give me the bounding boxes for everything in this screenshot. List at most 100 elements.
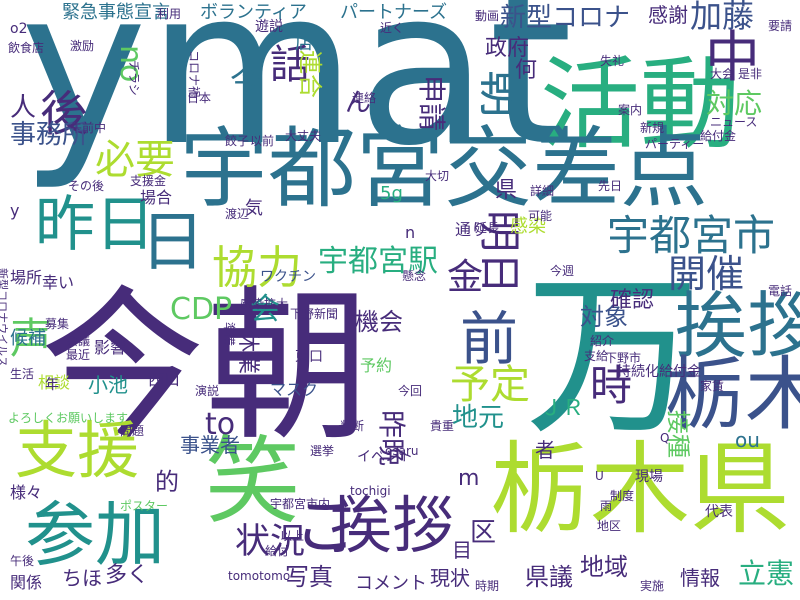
- word: 懸念: [402, 269, 427, 283]
- word: 区: [470, 518, 497, 548]
- word: よろしくお願いします: [8, 411, 129, 425]
- word: 以前: [250, 134, 275, 148]
- word: 宇都宮交差点: [180, 117, 709, 220]
- word: 詳細: [530, 184, 555, 198]
- word: 対応: [706, 87, 763, 120]
- word: 相談: [38, 373, 71, 392]
- word: 予約: [360, 356, 393, 375]
- word: 渡辺: [225, 207, 250, 221]
- word: 協力: [212, 241, 303, 294]
- word: 宇都宮市: [607, 211, 776, 260]
- word: tochigi: [350, 484, 391, 498]
- word: n: [405, 223, 416, 242]
- word: 選挙: [310, 444, 335, 458]
- word: 案内: [618, 103, 643, 117]
- word: osaru: [385, 444, 419, 458]
- word: 連絡: [352, 91, 377, 105]
- word: 笑: [205, 427, 301, 537]
- word: 電話: [768, 284, 793, 298]
- word: 何: [515, 58, 538, 83]
- word: 会議: [66, 334, 91, 348]
- word: 機会: [355, 308, 403, 336]
- word: 東口: [295, 349, 323, 365]
- word: 休業: [235, 330, 260, 375]
- word: 募集: [45, 317, 70, 331]
- word: 県議: [525, 563, 573, 591]
- word: 場所: [10, 268, 43, 287]
- word: 以上: [280, 529, 305, 543]
- word: 可能: [528, 209, 553, 223]
- word: 支援: [15, 414, 140, 487]
- word: 貴重: [430, 419, 455, 433]
- word: ボランティア: [200, 2, 307, 23]
- word: 対象: [580, 303, 628, 331]
- word: 下野市: [605, 351, 642, 365]
- word: 加藤: [690, 0, 755, 35]
- word: y: [10, 201, 20, 220]
- word: 人: [10, 93, 37, 123]
- word: 目: [452, 538, 472, 562]
- word: 現場: [635, 469, 663, 485]
- word: 要請: [768, 19, 793, 33]
- word: 問題: [120, 424, 145, 438]
- word: 連合: [296, 50, 324, 98]
- word: 事務所: [10, 120, 89, 150]
- word: 候補: [10, 328, 46, 349]
- word: 午前中: [70, 121, 107, 135]
- word: ou: [735, 428, 760, 452]
- word: 宇都宮駅: [318, 244, 438, 279]
- word: 挨拶: [330, 489, 455, 562]
- word: 雨: [600, 499, 613, 513]
- word: ちほ: [62, 566, 102, 590]
- word: ポスター: [120, 499, 169, 513]
- word: 的: [155, 468, 179, 496]
- word: 前: [460, 305, 519, 373]
- word: Q: [660, 431, 670, 445]
- word: 利用: [157, 7, 182, 21]
- word: 開催: [668, 252, 745, 296]
- word: 家賃: [700, 379, 725, 393]
- word: 時期: [475, 579, 500, 593]
- word: 今回: [398, 384, 423, 398]
- word: 多く: [105, 563, 150, 588]
- word: 通り: [455, 220, 488, 239]
- word: U: [595, 469, 604, 483]
- word: 制度: [610, 489, 635, 503]
- word: 紹介: [590, 334, 615, 348]
- word: 予定: [450, 362, 530, 408]
- word: チラシ: [127, 60, 141, 96]
- word: 参加: [25, 494, 165, 576]
- word: 先日: [598, 179, 623, 193]
- word: 幸い: [42, 273, 75, 292]
- word: 関係: [10, 573, 43, 592]
- word: o2: [10, 21, 28, 37]
- word: 実施: [640, 579, 665, 593]
- word: 生活: [10, 367, 35, 381]
- word: 者: [535, 438, 555, 462]
- word: 下野新聞: [290, 307, 339, 321]
- word: 日: [140, 205, 206, 280]
- word: コロナ禍: [187, 50, 201, 99]
- word: 新規: [640, 121, 665, 135]
- word: 午後: [10, 554, 35, 568]
- word: 時: [590, 361, 633, 410]
- word: パートナーズ: [340, 2, 448, 23]
- word: コメント: [355, 573, 427, 594]
- word: 日本: [187, 91, 212, 105]
- word: 地域: [580, 553, 628, 581]
- word: 立憲: [738, 557, 795, 590]
- word: 宇都宮市内: [270, 497, 331, 511]
- word: 店: [295, 33, 313, 54]
- word: 判断: [340, 419, 365, 433]
- word: ん: [345, 88, 372, 118]
- word: 万: [525, 256, 700, 459]
- word: 情報: [680, 566, 720, 590]
- word: 挨拶: [675, 284, 800, 368]
- word: 会: [250, 292, 280, 327]
- word: ＪＲ: [540, 396, 585, 421]
- word: 接種: [664, 410, 692, 458]
- word: 大切: [425, 169, 450, 183]
- word: 昨日: [35, 190, 155, 260]
- word: 申請: [415, 75, 448, 132]
